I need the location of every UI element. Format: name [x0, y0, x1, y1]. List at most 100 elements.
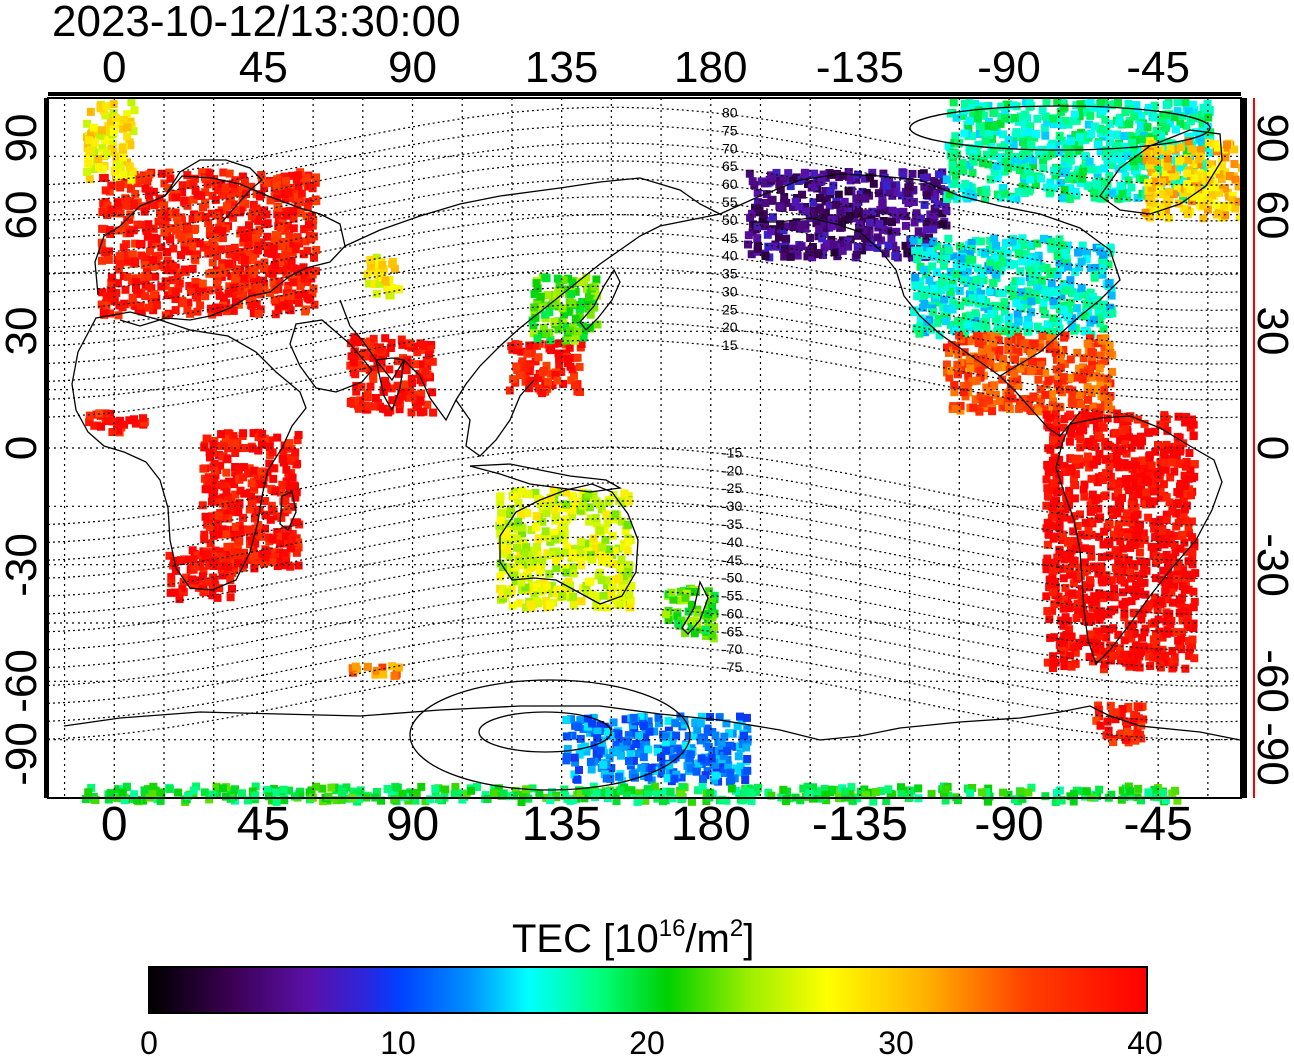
tec-cell: [203, 550, 211, 558]
tec-cell: [119, 144, 127, 152]
tec-cell: [1087, 348, 1095, 356]
tec-cell: [231, 439, 239, 447]
tec-cell: [1051, 533, 1059, 541]
tec-cell: [87, 108, 95, 116]
tec-cell: [400, 380, 408, 388]
tec-cell: [875, 220, 883, 228]
tec-cell: [874, 233, 882, 241]
tec-cell: [1134, 511, 1142, 519]
tec-cell: [1024, 328, 1032, 336]
tec-cell: [1049, 297, 1057, 305]
tec-cell: [911, 273, 919, 281]
tec-cell: [282, 212, 290, 220]
tec-cell: [141, 292, 149, 300]
tec-cell: [1054, 252, 1062, 260]
tec-cell: [992, 242, 1000, 250]
tec-cell: [753, 234, 761, 242]
tec-cell: [1132, 581, 1140, 589]
tec-cell: [1190, 654, 1198, 662]
tec-cell: [609, 532, 617, 540]
tec-region-greenland-east: [1142, 137, 1246, 222]
tec-cell: [1079, 168, 1087, 176]
tec-cell: [1061, 584, 1069, 592]
tec-cell: [199, 280, 207, 288]
tec-cell: [1062, 613, 1070, 621]
tec-cell: [272, 310, 280, 318]
tec-cell: [1183, 170, 1191, 178]
tec-cell: [1050, 479, 1058, 487]
tec-cell: [184, 225, 192, 233]
tec-cell: [587, 311, 595, 319]
tec-cell: [754, 204, 762, 212]
tec-cell: [1187, 491, 1195, 499]
tec-cell: [930, 285, 938, 293]
tec-cell: [1050, 659, 1058, 667]
tec-cell: [1070, 481, 1078, 489]
tec-cell: [1071, 557, 1079, 565]
tec-cell: [1072, 456, 1080, 464]
tec-cell: [506, 387, 514, 395]
tec-cell: [966, 117, 974, 125]
tec-cell: [913, 292, 921, 300]
tec-cell: [1085, 527, 1093, 535]
tec-cell: [1035, 147, 1043, 155]
tec-cell: [1080, 493, 1088, 501]
tec-cell: [1043, 524, 1051, 532]
tec-cell: [120, 116, 128, 124]
tec-cell: [95, 409, 103, 417]
tec-cell: [974, 115, 982, 123]
tec-cell: [982, 138, 990, 146]
tec-cell: [1174, 637, 1182, 645]
tec-cell: [539, 368, 547, 376]
tec-cell: [1188, 416, 1196, 424]
tec-cell: [981, 249, 989, 257]
tec-cell: [1059, 636, 1067, 644]
tec-cell: [289, 474, 297, 482]
tec-cell: [222, 530, 230, 538]
tec-region-south-america: [1042, 410, 1199, 674]
tec-cell: [1131, 588, 1139, 596]
tec-cell: [293, 234, 301, 242]
tec-cell: [121, 197, 129, 205]
tec-cell: [1043, 411, 1051, 419]
tec-cell: [289, 278, 297, 286]
tec-cell: [1148, 462, 1156, 470]
tec-cell: [1177, 445, 1185, 453]
tec-cell: [137, 221, 145, 229]
tec-cell: [1164, 163, 1172, 171]
tec-cell: [1188, 548, 1196, 556]
tec-cell: [179, 299, 187, 307]
tec-cell: [1173, 575, 1181, 583]
tec-cell: [1130, 540, 1138, 548]
tec-cell: [1026, 267, 1034, 275]
tec-cell: [388, 260, 396, 268]
tec-cell: [1160, 448, 1168, 456]
tec-cell: [1034, 376, 1042, 384]
tec-cell: [124, 273, 132, 281]
tec-cell: [223, 488, 231, 496]
tec-cell: [1163, 101, 1171, 109]
tec-cell: [1084, 453, 1092, 461]
tec-cell: [961, 180, 969, 188]
tec-cell: [288, 535, 296, 543]
tec-cell: [127, 176, 135, 184]
tec-cell: [1105, 279, 1113, 287]
tec-cell: [191, 255, 199, 263]
tec-region-india: [346, 333, 437, 417]
tec-cell: [108, 293, 116, 301]
tec-cell: [1007, 261, 1015, 269]
tec-cell: [114, 198, 122, 206]
tec-cell: [775, 234, 783, 242]
tec-cell: [1027, 297, 1035, 305]
tec-cell: [1146, 499, 1154, 507]
tec-cell: [1097, 99, 1105, 107]
tec-cell: [417, 408, 425, 416]
tec-cell: [1049, 510, 1057, 518]
tec-cell: [220, 562, 228, 570]
tec-cell: [115, 311, 123, 319]
tec-cell: [231, 449, 239, 457]
tec-cell: [211, 270, 219, 278]
tec-cell: [1080, 369, 1088, 377]
tec-cell: [1049, 436, 1057, 444]
tec-cell: [512, 363, 520, 371]
